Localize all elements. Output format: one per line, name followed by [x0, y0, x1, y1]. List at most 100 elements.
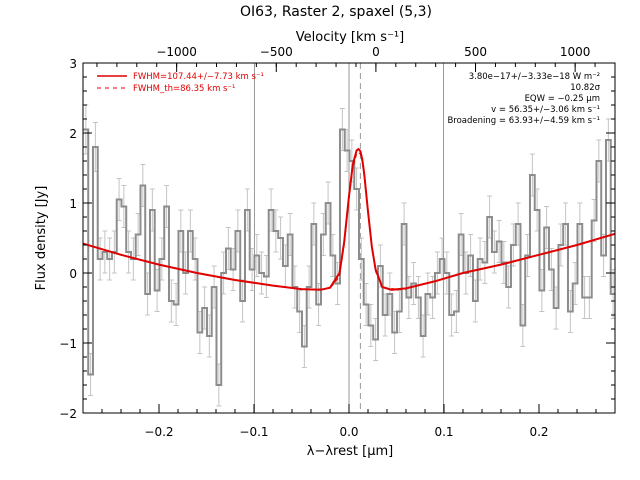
data-point-103: [574, 282, 576, 285]
data-point-28: [218, 384, 220, 386]
legend-entry-fwhm-th: FWHM_th=86.35 km s⁻¹: [133, 84, 235, 94]
y-tick-label-1: −1: [59, 337, 77, 351]
data-point-62: [379, 265, 382, 267]
data-point-82: [474, 300, 477, 302]
data-point-3: [99, 258, 101, 260]
velocity-tick-label-3: 500: [464, 45, 487, 59]
data-point-25: [203, 307, 206, 309]
data-point-18: [170, 300, 173, 302]
data-point-73: [431, 296, 434, 299]
y-tick-label-5: 3: [69, 57, 77, 71]
data-point-40: [275, 230, 277, 232]
data-point-111: [612, 293, 614, 295]
data-point-67: [403, 223, 405, 225]
thermal-profile-line: [310, 151, 407, 291]
x-axis-label: λ−λrest [μm]: [307, 444, 393, 459]
data-point-29: [222, 272, 225, 274]
data-point-76: [446, 272, 448, 274]
data-point-66: [398, 310, 401, 313]
data-point-46: [303, 345, 306, 348]
x-tick-label-3: 0.1: [434, 425, 453, 439]
top-axis-label: Velocity [km s⁻¹]: [296, 30, 404, 45]
data-point-20: [180, 230, 182, 232]
legend: FWHM=107.44+/−7.73 km s⁻¹ FWHM_th=86.35 …: [97, 72, 264, 94]
data-point-24: [199, 331, 201, 334]
data-point-57: [355, 188, 358, 190]
data-point-81: [469, 254, 472, 257]
data-point-30: [227, 247, 230, 250]
data-point-78: [455, 310, 458, 313]
y-tick-label-0: −2: [59, 407, 77, 421]
annotation-velocity: v = 56.35+/−3.06 km s⁻¹: [491, 105, 600, 115]
data-point-0: [85, 128, 87, 131]
data-point-22: [189, 230, 192, 232]
data-point-45: [298, 310, 301, 313]
data-point-71: [422, 335, 424, 337]
data-point-64: [389, 293, 391, 295]
data-point-100: [560, 244, 562, 246]
data-point-50: [322, 233, 325, 236]
data-point-54: [341, 128, 344, 131]
annotation-sigma: 10.82σ: [570, 83, 600, 93]
data-point-32: [237, 230, 239, 232]
data-point-49: [317, 303, 320, 306]
data-point-109: [602, 254, 605, 257]
data-point-110: [607, 139, 610, 141]
data-point-47: [308, 286, 310, 288]
data-point-35: [251, 268, 253, 271]
data-point-33: [241, 300, 244, 302]
data-point-97: [545, 226, 548, 229]
data-point-39: [270, 209, 272, 211]
data-point-59: [365, 303, 367, 306]
data-point-12: [142, 184, 144, 187]
data-point-9: [127, 251, 130, 253]
data-point-34: [246, 209, 249, 211]
data-point-90: [512, 244, 515, 246]
data-point-79: [460, 233, 462, 236]
data-point-92: [522, 324, 524, 327]
annotation-flux: 3.80e−17+/−3.33e−18 W m⁻²: [469, 72, 600, 82]
data-point-27: [213, 286, 215, 288]
data-point-86: [493, 251, 496, 253]
data-point-99: [555, 307, 557, 309]
data-point-26: [208, 335, 211, 337]
data-point-14: [151, 209, 154, 211]
data-point-75: [441, 258, 443, 260]
velocity-tick-label-2: 0: [372, 45, 380, 59]
data-point-1: [89, 373, 92, 376]
data-point-61: [374, 338, 377, 341]
data-point-42: [284, 265, 287, 267]
data-point-38: [265, 275, 268, 278]
data-point-65: [393, 331, 396, 334]
data-point-83: [479, 258, 481, 260]
data-point-43: [289, 233, 291, 236]
data-point-2: [94, 146, 97, 148]
data-point-11: [137, 233, 139, 236]
y-tick-label-2: 0: [69, 267, 77, 281]
data-point-68: [408, 296, 410, 299]
data-point-104: [579, 223, 581, 225]
annotation-broadening: Broadening = 63.93+/−4.59 km s⁻¹: [447, 116, 600, 126]
x-tick-label-1: −0.1: [239, 425, 268, 439]
fit-annotations: 3.80e−17+/−3.33e−18 W m⁻² 10.82σ EQW = −…: [447, 72, 600, 126]
velocity-tick-label-4: 1000: [560, 45, 591, 59]
data-point-55: [346, 149, 348, 152]
data-point-21: [184, 272, 187, 274]
data-point-16: [161, 258, 163, 260]
data-point-74: [436, 272, 439, 274]
data-point-36: [256, 254, 258, 257]
data-point-106: [588, 296, 591, 299]
x-tick-label-4: 0.2: [529, 425, 548, 439]
data-point-13: [146, 293, 149, 295]
data-point-58: [360, 258, 363, 260]
data-point-107: [593, 219, 595, 222]
data-point-15: [156, 289, 158, 292]
data-point-70: [417, 296, 420, 299]
data-point-7: [118, 198, 120, 201]
annotation-eqw: EQW = −0.25 μm: [525, 94, 600, 104]
data-point-19: [175, 303, 177, 306]
data-point-5: [108, 258, 111, 260]
data-point-93: [526, 254, 529, 257]
data-point-84: [484, 261, 486, 264]
data-point-52: [332, 254, 334, 257]
